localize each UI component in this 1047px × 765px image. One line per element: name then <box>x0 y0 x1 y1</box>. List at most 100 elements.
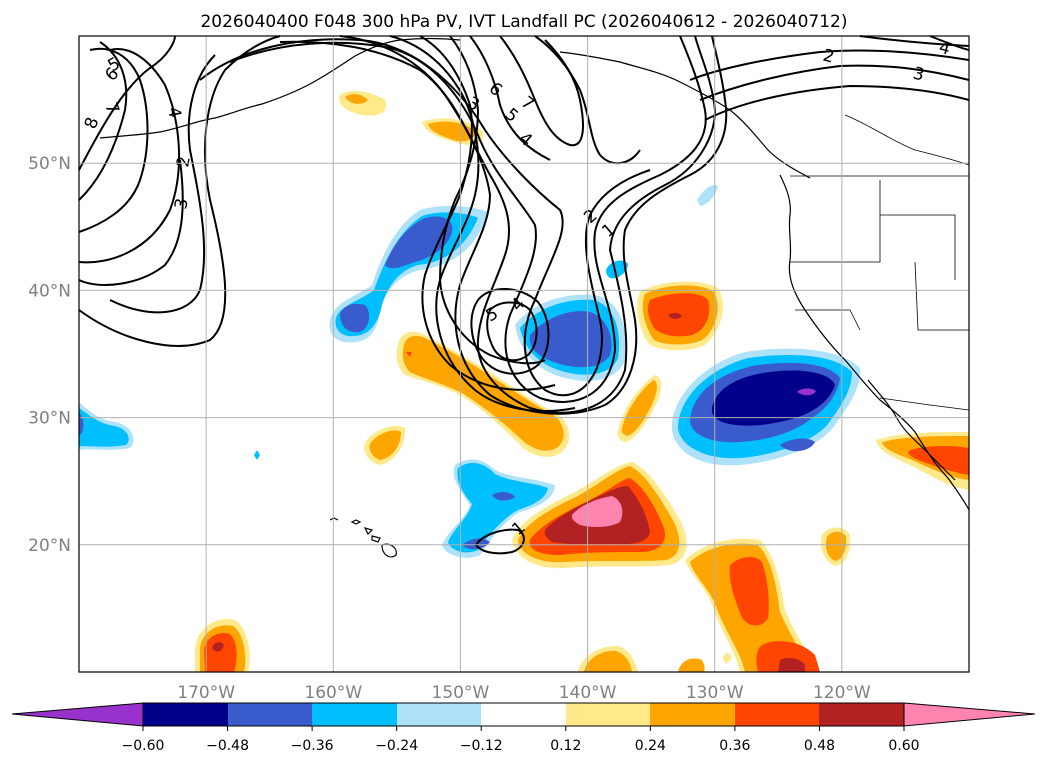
pos-region-small <box>369 430 401 460</box>
contour-label: 2 <box>173 155 195 169</box>
contour-label: 4 <box>163 105 185 119</box>
colorbar-segment <box>819 703 904 726</box>
longitude-label: 150°W <box>432 683 490 703</box>
border-alaska <box>844 114 970 166</box>
pv-contour <box>929 35 970 51</box>
neg-region-south <box>448 462 548 553</box>
longitude-label: 120°W <box>813 683 871 703</box>
coastline-baja <box>867 379 956 481</box>
pv-contour <box>78 35 281 347</box>
pos-region-sw <box>204 632 237 672</box>
border-states <box>914 261 969 331</box>
pos-region-se <box>778 657 805 672</box>
coastline-bc <box>779 174 970 511</box>
colorbar: −0.60 −0.48 −0.36 −0.24 −0.12 0.12 0.24 0.36 0.4… <box>11 702 1036 754</box>
pos-region-bottom <box>678 658 705 672</box>
colorbar-segment <box>228 703 312 726</box>
contour-label: 3 <box>171 197 193 211</box>
border-states <box>880 214 956 280</box>
contour-label: 4 <box>937 38 953 60</box>
colorbar-tick-label: 0.24 <box>635 738 666 754</box>
positive-anomaly-shading <box>195 90 969 672</box>
longitude-label: 160°W <box>304 683 362 703</box>
pv-contour <box>474 528 525 555</box>
colorbar-tick-label: −0.48 <box>206 738 249 754</box>
pv-contour <box>699 64 970 101</box>
gridlines <box>79 36 969 672</box>
colorbar-tick-label: 0.48 <box>804 738 835 754</box>
pos-region-se <box>729 556 769 626</box>
contour-label: 2 <box>821 46 837 68</box>
longitude-label: 130°W <box>686 683 744 703</box>
coastlines <box>99 37 970 558</box>
border-mexico <box>879 397 970 411</box>
colorbar-segment <box>481 703 566 726</box>
pv-contour <box>469 35 551 161</box>
colorbar-tick-label: 0.60 <box>888 738 919 754</box>
latitude-label: 30°N <box>28 409 71 429</box>
pv-contour <box>78 41 128 201</box>
colorbar-ticks: −0.60 −0.48 −0.36 −0.24 −0.12 0.12 0.24 0.36 0.4… <box>122 726 920 754</box>
neg-region-central <box>529 311 612 368</box>
pos-region-bottom <box>722 652 732 664</box>
colorbar-tick-label: 0.12 <box>550 738 581 754</box>
colorbar-tick-label: −0.60 <box>122 738 165 754</box>
neg-region-east <box>711 370 835 426</box>
colorbar-extend-high <box>903 702 1036 727</box>
coastline-alaska <box>99 37 461 139</box>
colorbar-tick-label: 0.36 <box>719 738 750 754</box>
pv-contour <box>109 54 216 314</box>
pv-contours <box>78 35 970 555</box>
pos-region-sw <box>212 642 224 652</box>
border-states <box>790 180 881 263</box>
longitude-label: 140°W <box>559 683 617 703</box>
neg-region-nw <box>340 303 370 333</box>
colorbar-segment <box>397 703 481 726</box>
colorbar-segment <box>650 703 735 726</box>
pv-contour <box>486 301 538 362</box>
border-states <box>795 309 861 331</box>
neg-region-east <box>780 438 815 452</box>
coastline-hawaii <box>329 517 339 521</box>
coastline-hawaii <box>363 527 374 536</box>
political-borders <box>790 114 970 411</box>
pos-region-gulf <box>908 445 969 475</box>
longitude-label: 170°W <box>177 683 235 703</box>
neg-region-small <box>606 260 628 279</box>
neg-region-east <box>797 388 816 396</box>
neg-region-tiny <box>254 450 260 460</box>
latitude-label: 20°N <box>28 536 71 556</box>
latitude-label: 40°N <box>28 281 71 301</box>
colorbar-extend-low <box>11 702 144 727</box>
colorbar-segment <box>566 703 650 726</box>
pv-contour <box>389 35 576 412</box>
colorbar-tick-label: −0.36 <box>291 738 334 754</box>
pv-contour <box>419 35 556 391</box>
pos-region-bottom <box>584 650 632 672</box>
pos-region-small <box>825 531 847 561</box>
pv-contour <box>689 49 970 81</box>
colorbar-segment <box>312 703 397 726</box>
pv-contour <box>78 159 184 286</box>
map-frame <box>78 35 970 673</box>
colorbar-segment <box>143 703 228 726</box>
pos-region-small <box>621 380 657 436</box>
neg-region-nw <box>385 216 453 269</box>
contour-label: 3 <box>911 64 927 86</box>
longitude-labels: 170°W 160°W 150°W 140°W 130°W 120°W <box>177 683 871 703</box>
coastline-hawaii <box>371 535 381 543</box>
pos-region-band <box>406 352 412 357</box>
coastline-hawaii <box>350 519 362 525</box>
pv-contour <box>229 35 707 403</box>
pv-contour <box>470 288 550 375</box>
neg-region-south <box>492 492 515 501</box>
neg-region-tiny <box>697 184 718 206</box>
pos-region-north <box>345 94 368 104</box>
latitude-labels: 50°N 40°N 30°N 20°N <box>28 154 71 556</box>
latitude-label: 50°N <box>28 154 71 174</box>
pv-contour <box>78 35 176 171</box>
pos-region-ne <box>668 312 682 319</box>
negative-anomaly-shading <box>79 184 861 558</box>
pos-region-band <box>402 335 564 451</box>
